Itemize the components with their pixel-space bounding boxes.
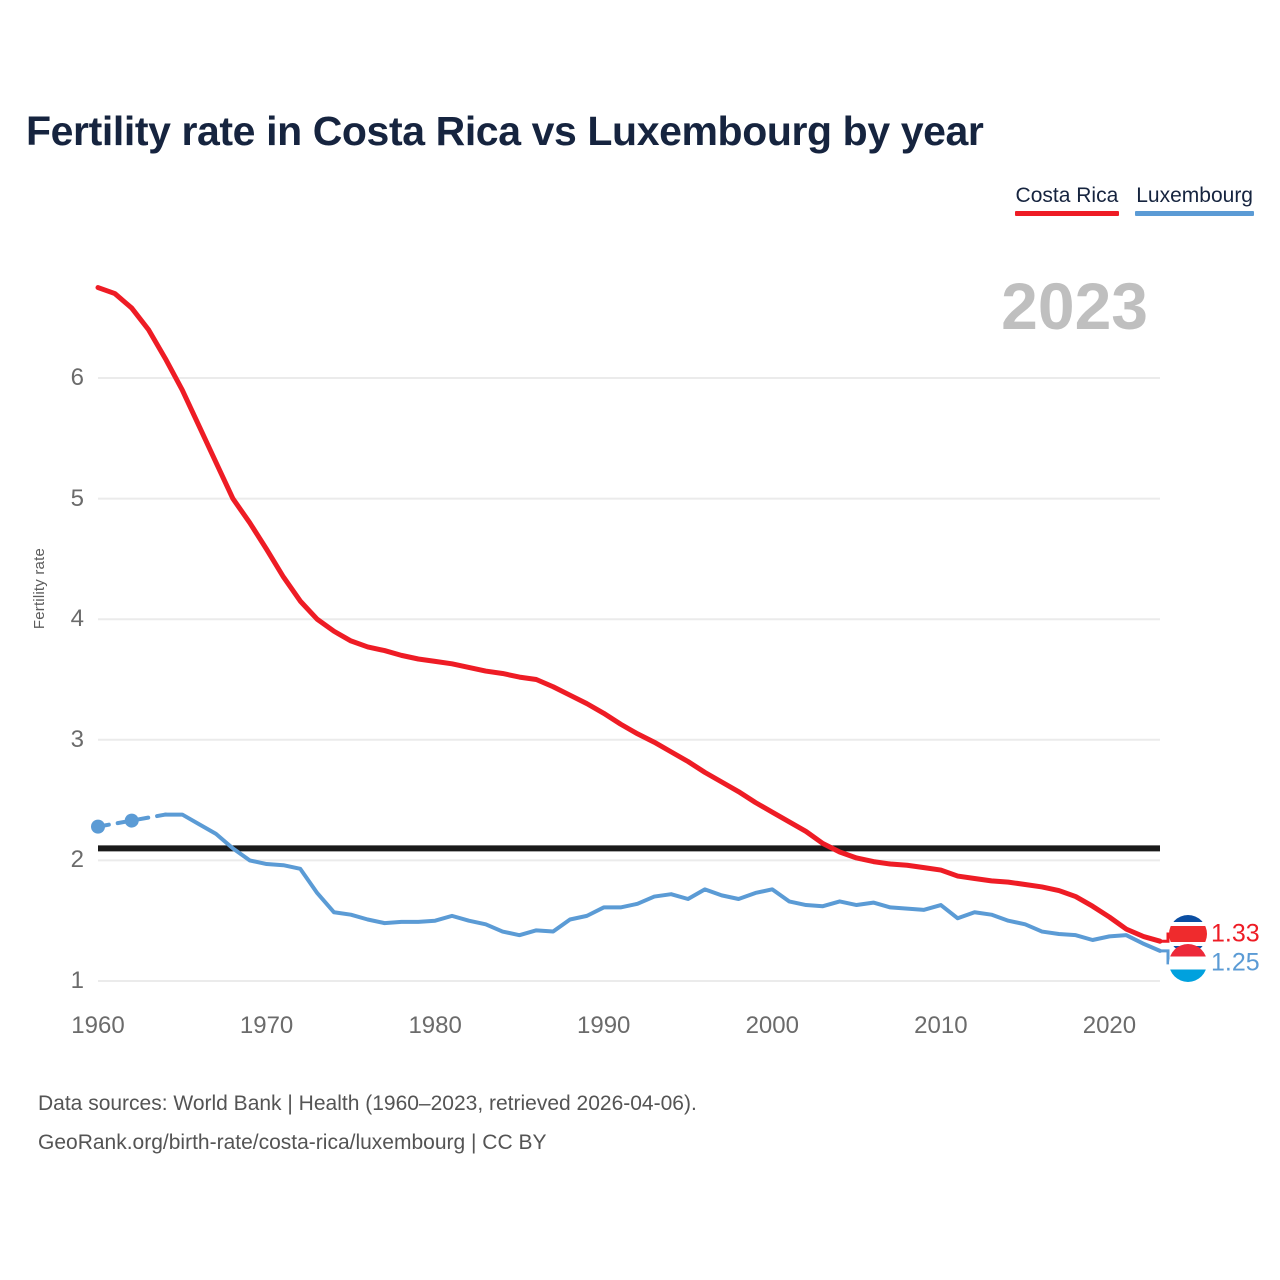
end-value-costa-rica: 1.33 — [1211, 919, 1260, 948]
year-watermark: 2023 — [1001, 269, 1148, 343]
y-tick-label: 3 — [70, 725, 84, 753]
x-tick-label: 1970 — [239, 1012, 294, 1039]
legend-swatch-luxembourg — [1135, 211, 1254, 216]
gridlines — [98, 377, 1160, 982]
end-value-luxembourg: 1.25 — [1211, 948, 1260, 977]
chart-legend: Costa Rica Luxembourg — [1014, 183, 1254, 216]
legend-swatch-costa-rica — [1014, 211, 1120, 216]
footer: Data sources: World Bank | Health (1960–… — [38, 1084, 697, 1162]
x-tick-label: 1990 — [577, 1012, 631, 1039]
y-tick-label: 5 — [70, 484, 84, 512]
legend-item-luxembourg[interactable]: Luxembourg — [1135, 183, 1254, 216]
x-tick-label: 2010 — [914, 1012, 968, 1039]
y-tick-label: 1 — [70, 967, 84, 994]
x-tick-label: 2000 — [745, 1012, 799, 1039]
y-tick-label: 6 — [70, 364, 84, 391]
flag-marker-luxembourg — [1169, 943, 1207, 982]
legend-label-luxembourg: Luxembourg — [1136, 184, 1253, 207]
series-paths — [91, 285, 1182, 965]
footer-attribution: GeoRank.org/birth-rate/costa-rica/luxemb… — [38, 1131, 547, 1154]
legend-item-costa-rica[interactable]: Costa Rica — [1014, 183, 1120, 216]
x-tick-label: 2020 — [1082, 1012, 1137, 1039]
x-tick-label: 1980 — [408, 1012, 462, 1039]
x-tick-label: 1960 — [71, 1012, 125, 1039]
y-tick-label: 2 — [70, 846, 84, 874]
legend-label-costa-rica: Costa Rica — [1015, 184, 1119, 207]
page-title: Fertility rate in Costa Rica vs Luxembou… — [26, 108, 984, 154]
y-tick-label: 4 — [70, 605, 84, 633]
footer-data-sources: Data sources: World Bank | Health (1960–… — [38, 1092, 697, 1115]
